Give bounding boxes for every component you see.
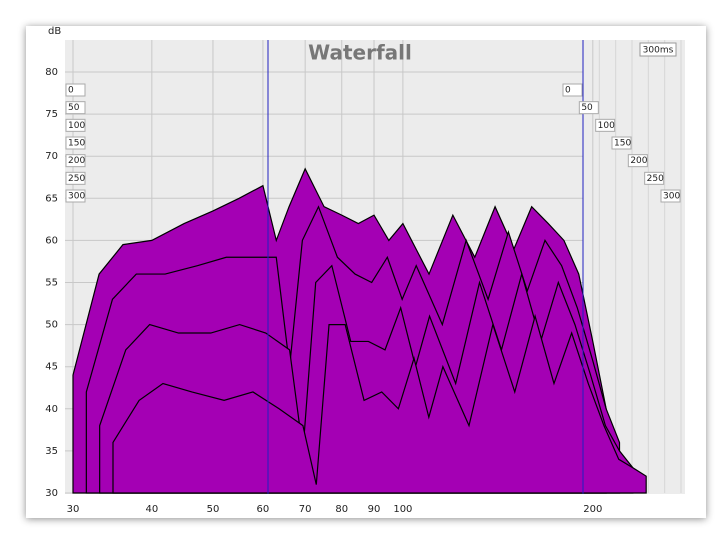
y-tick-label: 70	[45, 151, 58, 162]
z-tick-label: 250	[647, 174, 664, 184]
label-box	[611, 136, 632, 150]
y-tick-label: 65	[45, 193, 58, 204]
x-tick-label: 70	[299, 504, 312, 515]
z-tick-label: 250	[68, 174, 85, 184]
x-tick-label: 30	[67, 504, 80, 515]
label-box	[562, 83, 583, 97]
label-box	[595, 118, 616, 132]
chart-title: Waterfall	[308, 41, 412, 65]
label-box	[65, 83, 86, 97]
label-box	[65, 154, 86, 168]
label-box	[65, 189, 86, 203]
y-tick-label: 30	[45, 488, 58, 499]
time-unit-label: 300ms	[643, 46, 674, 56]
y-tick-label: 60	[45, 235, 58, 246]
y-tick-label: 75	[45, 109, 58, 120]
x-tick-label: 50	[207, 504, 220, 515]
label-box	[639, 42, 677, 57]
z-tick-label: 200	[630, 156, 647, 166]
label-box	[644, 171, 665, 185]
y-tick-label: 40	[45, 404, 58, 415]
z-tick-label: 300	[663, 192, 680, 202]
z-tick-label: 150	[614, 139, 631, 149]
z-tick-label: 100	[598, 121, 615, 131]
z-tick-label: 150	[68, 139, 85, 149]
x-tick-label: 200	[583, 504, 602, 515]
label-box	[578, 101, 599, 115]
label-box	[65, 171, 86, 185]
waterfall-slice	[112, 313, 647, 494]
y-tick-label: 50	[45, 320, 58, 331]
label-box	[65, 101, 86, 115]
x-tick-label: 40	[145, 504, 158, 515]
z-tick-label: 50	[581, 103, 593, 113]
x-tick-label: 100	[393, 504, 412, 515]
z-tick-label: 200	[68, 156, 85, 166]
y-tick-label: 55	[45, 278, 58, 289]
y-axis-label: dB	[48, 26, 61, 37]
x-tick-label: 90	[368, 504, 381, 515]
z-tick-label: 100	[68, 121, 85, 131]
label-box	[65, 118, 86, 132]
x-tick-label: 80	[335, 504, 348, 515]
z-tick-label: 300	[68, 192, 85, 202]
z-tick-label: 0	[565, 86, 571, 96]
x-tick-label: 60	[257, 504, 270, 515]
y-tick-label: 80	[45, 67, 58, 78]
y-tick-label: 45	[45, 362, 58, 373]
label-box	[660, 189, 681, 203]
z-tick-label: 0	[68, 86, 74, 96]
label-box	[65, 136, 86, 150]
label-box	[627, 154, 648, 168]
y-tick-label: 35	[45, 446, 58, 457]
z-tick-label: 50	[68, 103, 80, 113]
